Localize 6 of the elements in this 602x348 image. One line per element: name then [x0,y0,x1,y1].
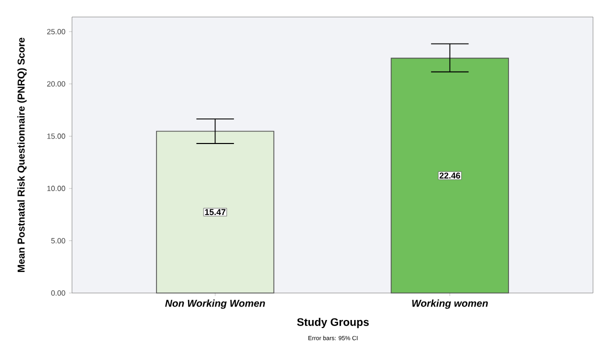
data-label: 15.47 [205,209,226,216]
x-axis-title: Study Groups [297,318,369,328]
x-tick-label: Non Working Women [165,300,265,309]
y-axis-title: Mean Postnatal Risk Questionnaire (PNRQ) Score [17,38,27,272]
data-label: 22.46 [440,172,460,179]
x-tick-label: Working women [412,300,488,309]
